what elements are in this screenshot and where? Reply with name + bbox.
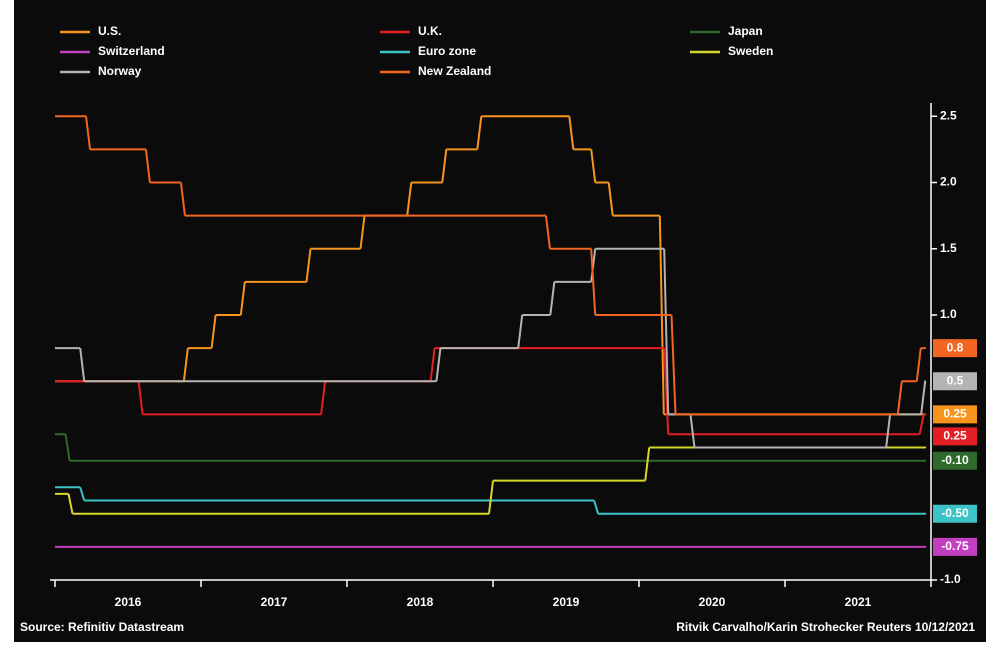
legend-label: U.K. — [418, 24, 442, 38]
end-label: -0.50 — [941, 506, 969, 520]
step-connector — [920, 381, 927, 415]
y-tick-label: 1.0 — [940, 307, 957, 321]
end-label: -0.75 — [941, 539, 969, 553]
step-connector — [179, 182, 186, 216]
step-connector — [476, 116, 483, 150]
x-tick-label: 2016 — [115, 595, 142, 609]
end-label-box — [933, 504, 977, 523]
x-tick-label: 2021 — [845, 595, 872, 609]
step-end — [924, 446, 927, 449]
end-label-box — [933, 451, 977, 470]
step-end — [924, 545, 927, 548]
step-end — [924, 413, 927, 416]
end-label-box — [933, 427, 977, 446]
credit: Ritvik Carvalho/Karin Strohecker Reuters… — [676, 620, 975, 634]
end-label-box — [933, 372, 977, 391]
step-connector — [441, 149, 448, 183]
step-end — [924, 459, 927, 462]
step-connector — [549, 281, 556, 316]
step-connector — [182, 348, 189, 382]
legend-label: Norway — [98, 64, 142, 78]
x-tick-label: 2017 — [261, 595, 288, 609]
step-connector — [359, 215, 366, 249]
step-connector — [137, 381, 144, 415]
step-connector — [239, 281, 246, 316]
legend-label: U.S. — [98, 24, 121, 38]
legend-label: Switzerland — [98, 44, 165, 58]
step-connector — [644, 447, 651, 481]
step-connector — [663, 348, 670, 435]
step-connector — [590, 248, 597, 316]
end-label: 0.5 — [947, 373, 964, 387]
step-connector — [544, 215, 551, 249]
step-connector — [590, 149, 597, 183]
step-connector — [435, 348, 442, 382]
y-tick-label: 1.5 — [940, 241, 957, 255]
step-connector — [79, 348, 86, 382]
step-end — [924, 347, 927, 350]
step-connector — [429, 348, 436, 382]
background — [14, 0, 986, 642]
step-connector — [64, 434, 71, 461]
step-end — [924, 512, 927, 515]
step-end — [924, 380, 927, 383]
step-connector — [918, 414, 925, 435]
step-connector — [896, 381, 903, 415]
end-label: -0.10 — [941, 453, 969, 467]
step-connector — [607, 182, 614, 216]
step-connector — [689, 414, 696, 448]
y-tick-label: -1.0 — [940, 572, 961, 586]
y-tick-label: 2.0 — [940, 175, 957, 189]
step-connector — [915, 348, 922, 382]
legend-label: Sweden — [728, 44, 773, 58]
end-label: 0.8 — [947, 340, 964, 354]
step-connector — [79, 486, 86, 501]
step-connector — [305, 248, 312, 282]
legend-label: Euro zone — [418, 44, 476, 58]
source: Source: Refinitiv Datastream — [20, 620, 184, 634]
x-tick-label: 2020 — [699, 595, 726, 609]
step-connector — [670, 314, 677, 415]
legend-label: Japan — [728, 24, 763, 38]
step-connector — [67, 493, 74, 514]
step-connector — [568, 116, 575, 150]
step-connector — [144, 149, 151, 183]
step-connector — [85, 116, 92, 150]
end-label-box — [933, 339, 977, 358]
x-tick-label: 2019 — [553, 595, 580, 609]
step-connector — [210, 314, 217, 349]
step-connector — [517, 314, 524, 349]
end-label: 0.25 — [943, 429, 967, 443]
step-connector — [406, 182, 413, 216]
end-label-box — [933, 537, 977, 556]
step-connector — [488, 480, 494, 514]
x-tick-label: 2018 — [407, 595, 434, 609]
end-label: 0.25 — [943, 407, 967, 421]
end-label-box — [933, 405, 977, 424]
y-tick-label: 2.5 — [940, 108, 957, 122]
legend-label: New Zealand — [418, 64, 491, 78]
step-connector — [885, 414, 892, 448]
step-connector — [320, 381, 327, 415]
step-connector — [593, 500, 600, 515]
step-connector — [663, 248, 670, 415]
